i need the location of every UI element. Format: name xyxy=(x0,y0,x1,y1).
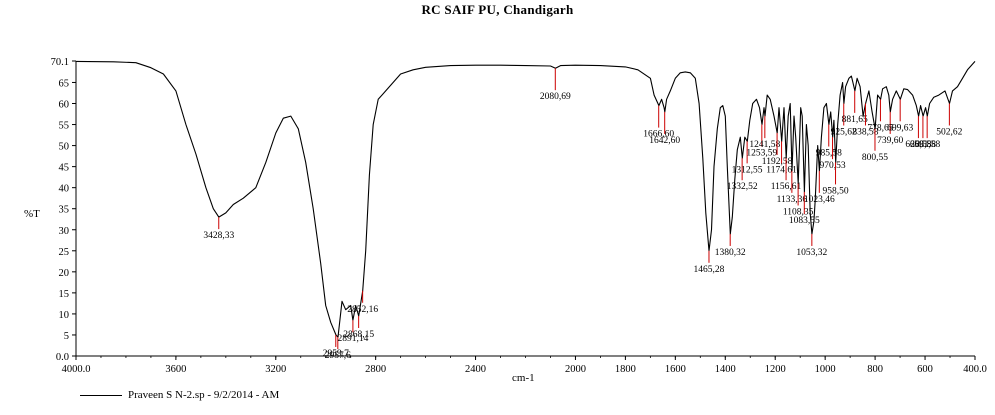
y-tick-label: 45 xyxy=(59,163,70,174)
peak-label: 838,58 xyxy=(852,128,878,138)
peak-label: 2852,16 xyxy=(347,305,378,315)
x-tick-label: 1600 xyxy=(665,364,686,375)
spectrum-line xyxy=(75,60,976,338)
y-tick-label: 25 xyxy=(59,247,70,258)
x-tick-label: 2400 xyxy=(465,364,486,375)
peak-label: 1174,61 xyxy=(766,165,797,175)
x-tick-label: 3600 xyxy=(165,364,186,375)
y-tick-label: 15 xyxy=(59,289,70,300)
x-tick-label: 1000 xyxy=(815,364,836,375)
peak-label: 1083,55 xyxy=(789,216,820,226)
peak-label: 1312,55 xyxy=(732,165,763,175)
y-tick-label: 30 xyxy=(59,226,70,237)
y-tick-label: 50 xyxy=(59,142,70,153)
peak-label: 1380,32 xyxy=(715,248,746,258)
y-tick-label: 65 xyxy=(59,78,70,89)
peak-label: 1023,46 xyxy=(804,195,835,205)
x-tick-label: 400.0 xyxy=(963,364,987,375)
peak-label: 800,55 xyxy=(862,153,888,163)
x-axis-label: cm-1 xyxy=(512,372,535,384)
y-tick-label: 0.0 xyxy=(56,352,69,363)
x-tick-label: 2800 xyxy=(365,364,386,375)
peak-label: 985,58 xyxy=(816,149,842,159)
x-tick-label: 3200 xyxy=(265,364,286,375)
x-tick-label: 1200 xyxy=(765,364,786,375)
y-tick-label: 5 xyxy=(64,331,69,342)
peak-label: 591,58 xyxy=(914,140,940,150)
peak-label: 502,62 xyxy=(936,128,962,138)
peak-label: 1133,36 xyxy=(777,195,808,205)
peak-label: 1192,58 xyxy=(762,157,793,167)
peak-label: 778,65 xyxy=(867,123,893,133)
y-tick-label: 40 xyxy=(59,184,70,195)
peak-label: 958,50 xyxy=(822,186,848,196)
y-tick-label: 20 xyxy=(59,268,70,279)
y-tick-label: 35 xyxy=(59,205,70,216)
y-tick-label: 10 xyxy=(59,310,70,321)
peak-label: 1465,28 xyxy=(694,265,725,275)
peak-label: 1253,59 xyxy=(746,149,777,159)
peak-label: 3428,33 xyxy=(203,231,234,241)
y-tick-label: 55 xyxy=(59,121,70,132)
y-tick-label: 70.1 xyxy=(51,57,69,68)
y-tick-label: 60 xyxy=(59,100,70,111)
peak-label: 2891,14 xyxy=(337,334,368,344)
peak-label: 2080,69 xyxy=(540,92,571,102)
peak-label: 881,65 xyxy=(842,115,868,125)
x-tick-label: 2000 xyxy=(565,364,586,375)
legend-series-name: Praveen S N-2.sp - 9/2/2014 - AM xyxy=(128,389,280,401)
y-axis-label: %T xyxy=(24,208,40,220)
peak-label: 970,53 xyxy=(819,161,845,171)
peak-label: 608,58 xyxy=(910,140,936,150)
x-tick-label: 4000.0 xyxy=(62,364,91,375)
peak-label: 1666,60 xyxy=(643,130,674,140)
x-tick-label: 1400 xyxy=(715,364,736,375)
x-tick-label: 800 xyxy=(867,364,883,375)
peak-label: 2868,15 xyxy=(343,330,374,340)
peak-label: 739,60 xyxy=(877,136,903,146)
peak-label: 1241,58 xyxy=(749,140,780,150)
peak-label: 1108,35 xyxy=(783,207,814,217)
legend: Praveen S N-2.sp - 9/2/2014 - AM xyxy=(80,389,279,401)
chart-title: RC SAIF PU, Chandigarh xyxy=(421,2,574,17)
x-tick-label: 1800 xyxy=(615,364,636,375)
peak-label: 1053,32 xyxy=(796,248,827,258)
peak-label: 2957,6 xyxy=(325,351,351,361)
peak-label: 699,63 xyxy=(887,123,913,133)
peak-label: 2959,7 xyxy=(323,349,349,359)
peak-label: 626,58 xyxy=(905,140,931,150)
peak-label: 1642,60 xyxy=(649,136,680,146)
legend-line-swatch xyxy=(80,394,122,396)
peak-label: 1156,61 xyxy=(771,182,802,192)
peak-label: 1332,52 xyxy=(727,182,758,192)
x-tick-label: 600 xyxy=(917,364,933,375)
peak-label: 925,62 xyxy=(831,128,857,138)
